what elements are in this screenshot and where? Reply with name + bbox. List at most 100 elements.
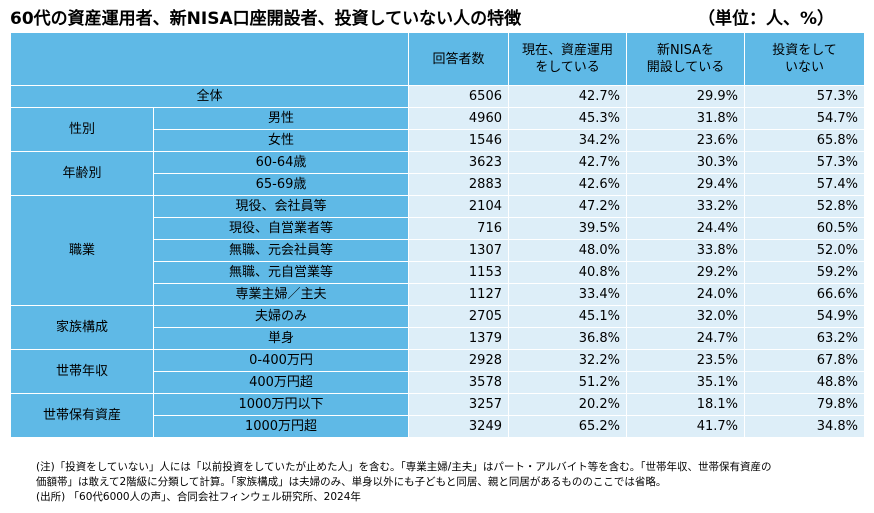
cell-investing: 20.2%	[508, 393, 627, 416]
group-label-job: 職業	[10, 195, 154, 306]
cell-nisa: 23.5%	[626, 349, 745, 372]
cell-respondents: 1307	[408, 239, 509, 262]
cell-not-investing: 63.2%	[744, 327, 865, 350]
cell-respondents: 6506	[408, 85, 509, 108]
cell-nisa: 24.4%	[626, 217, 745, 240]
footnotes: (注)「投資をしていない」人には「以前投資をしていたが止めた人」を含む。「専業主…	[36, 460, 866, 505]
cell-respondents: 1546	[408, 129, 509, 152]
cell-respondents: 3578	[408, 371, 509, 394]
table-row: 現役、自営業者等 716 39.5% 24.4% 60.5%	[11, 217, 865, 240]
cell-respondents: 2104	[408, 195, 509, 218]
row-label: 65-69歳	[153, 173, 409, 196]
cell-not-investing: 34.8%	[744, 415, 865, 438]
row-label: 60-64歳	[153, 151, 409, 174]
cell-investing: 34.2%	[508, 129, 627, 152]
cell-nisa: 35.1%	[626, 371, 745, 394]
cell-investing: 42.7%	[508, 85, 627, 108]
row-label: 全体	[10, 85, 409, 108]
cell-not-investing: 48.8%	[744, 371, 865, 394]
cell-nisa: 32.0%	[626, 305, 745, 328]
group-label-assets: 世帯保有資産	[10, 393, 154, 438]
cell-investing: 36.8%	[508, 327, 627, 350]
header-respondents: 回答者数	[408, 32, 509, 86]
cell-not-investing: 57.4%	[744, 173, 865, 196]
table-row: 性別 男性 4960 45.3% 31.8% 54.7%	[10, 107, 865, 152]
table-row: 単身 1379 36.8% 24.7% 63.2%	[11, 327, 865, 350]
group-label-sex: 性別	[10, 107, 154, 152]
row-label: 無職、元会社員等	[153, 239, 409, 262]
cell-nisa: 29.4%	[626, 173, 745, 196]
row-label: 0-400万円	[153, 349, 409, 372]
cell-investing: 51.2%	[508, 371, 627, 394]
cell-nisa: 24.0%	[626, 283, 745, 306]
cell-respondents: 3257	[408, 393, 509, 416]
cell-not-investing: 54.7%	[744, 107, 865, 130]
page-title: 60代の資産運用者、新NISA口座開設者、投資していない人の特徴	[10, 9, 522, 29]
cell-nisa: 33.2%	[626, 195, 745, 218]
cell-respondents: 3623	[408, 151, 509, 174]
table-row: 女性 1546 34.2% 23.6% 65.8%	[11, 129, 865, 152]
header-not-investing: 投資をして いない	[744, 32, 865, 86]
cell-nisa: 23.6%	[626, 129, 745, 152]
header-investing: 現在、資産運用 をしている	[508, 32, 627, 86]
table-row: 全体 6506 42.7% 29.9% 57.3%	[10, 85, 865, 108]
cell-respondents: 3249	[408, 415, 509, 438]
cell-investing: 39.5%	[508, 217, 627, 240]
row-label: 1000万円超	[153, 415, 409, 438]
note-line: (注)「投資をしていない」人には「以前投資をしていたが止めた人」を含む。「専業主…	[36, 461, 772, 473]
cell-investing: 65.2%	[508, 415, 627, 438]
cell-investing: 42.7%	[508, 151, 627, 174]
data-table: 回答者数 現在、資産運用 をしている 新NISAを 開設している 投資をして い…	[10, 32, 865, 438]
cell-not-investing: 67.8%	[744, 349, 865, 372]
cell-respondents: 1153	[408, 261, 509, 284]
table-row: 専業主婦／主夫 1127 33.4% 24.0% 66.6%	[11, 283, 865, 306]
cell-not-investing: 57.3%	[744, 85, 865, 108]
cell-respondents: 2928	[408, 349, 509, 372]
row-label: 1000万円以下	[153, 393, 409, 416]
cell-investing: 32.2%	[508, 349, 627, 372]
group-label-age: 年齢別	[10, 151, 154, 196]
row-label: 400万円超	[153, 371, 409, 394]
cell-not-investing: 52.0%	[744, 239, 865, 262]
cell-investing: 45.1%	[508, 305, 627, 328]
cell-respondents: 716	[408, 217, 509, 240]
row-label: 単身	[153, 327, 409, 350]
header-nisa: 新NISAを 開設している	[626, 32, 745, 86]
table-row: 無職、元自営業等 1153 40.8% 29.2% 59.2%	[11, 261, 865, 284]
table-row: 職業 現役、会社員等 2104 47.2% 33.2% 52.8%	[10, 195, 865, 306]
title-row: 60代の資産運用者、新NISA口座開設者、投資していない人の特徴 （単位：人、%…	[0, 0, 874, 34]
cell-respondents: 2705	[408, 305, 509, 328]
cell-nisa: 24.7%	[626, 327, 745, 350]
cell-investing: 42.6%	[508, 173, 627, 196]
cell-nisa: 29.2%	[626, 261, 745, 284]
cell-nisa: 41.7%	[626, 415, 745, 438]
header-row: 回答者数 現在、資産運用 をしている 新NISAを 開設している 投資をして い…	[10, 32, 865, 86]
group-label-income: 世帯年収	[10, 349, 154, 394]
cell-not-investing: 54.9%	[744, 305, 865, 328]
unit-label: （単位：人、%）	[697, 9, 834, 29]
row-label: 女性	[153, 129, 409, 152]
row-label: 夫婦のみ	[153, 305, 409, 328]
cell-investing: 40.8%	[508, 261, 627, 284]
cell-investing: 47.2%	[508, 195, 627, 218]
cell-respondents: 1379	[408, 327, 509, 350]
cell-not-investing: 79.8%	[744, 393, 865, 416]
table-row: 世帯保有資産 1000万円以下 3257 20.2% 18.1% 79.8%	[10, 393, 865, 438]
table-row: 1000万円超 3249 65.2% 41.7% 34.8%	[11, 415, 865, 438]
header-blank	[10, 32, 409, 86]
cell-nisa: 31.8%	[626, 107, 745, 130]
cell-nisa: 18.1%	[626, 393, 745, 416]
table-row: 世帯年収 0-400万円 2928 32.2% 23.5% 67.8%	[10, 349, 865, 394]
row-label: 現役、自営業者等	[153, 217, 409, 240]
cell-respondents: 1127	[408, 283, 509, 306]
cell-respondents: 4960	[408, 107, 509, 130]
table-row: 年齢別 60-64歳 3623 42.7% 30.3% 57.3%	[10, 151, 865, 196]
row-label: 現役、会社員等	[153, 195, 409, 218]
cell-investing: 48.0%	[508, 239, 627, 262]
note-line: 価額帯」は敢えて2階級に分類して計算。「家族構成」は夫婦のみ、単身以外にも子ども…	[36, 476, 667, 488]
cell-not-investing: 52.8%	[744, 195, 865, 218]
row-label: 無職、元自営業等	[153, 261, 409, 284]
table-row: 400万円超 3578 51.2% 35.1% 48.8%	[11, 371, 865, 394]
cell-nisa: 29.9%	[626, 85, 745, 108]
cell-investing: 45.3%	[508, 107, 627, 130]
